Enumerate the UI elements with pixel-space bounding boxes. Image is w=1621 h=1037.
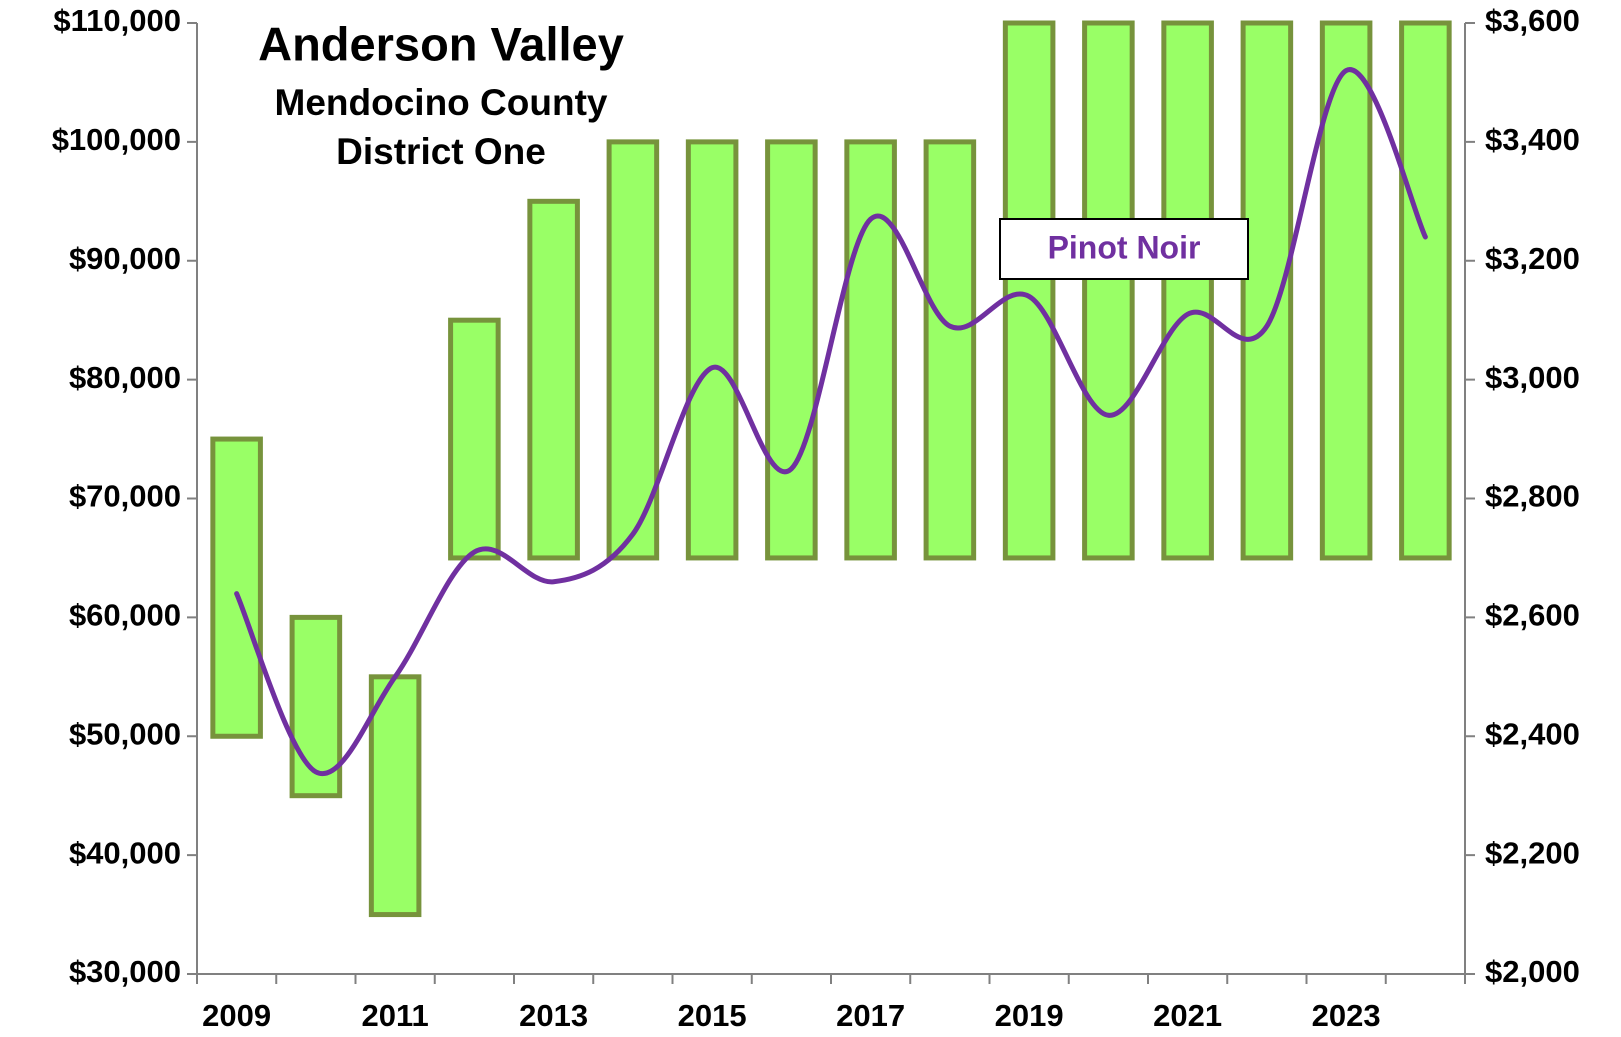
y2-tick-label: $2,600 xyxy=(1485,598,1580,633)
bar xyxy=(1319,20,1373,561)
y2-tick-label: $2,800 xyxy=(1485,479,1580,514)
chart-subtitle: Mendocino County xyxy=(275,82,608,123)
x-tick-label: 2017 xyxy=(836,998,905,1033)
bar xyxy=(844,139,897,561)
y2-tick-label: $3,400 xyxy=(1485,122,1580,157)
y2-tick-label: $3,000 xyxy=(1485,360,1580,395)
bar xyxy=(1161,20,1214,561)
x-tick-label: 2009 xyxy=(202,998,271,1033)
x-tick-label: 2015 xyxy=(678,998,747,1033)
bar xyxy=(210,436,263,739)
y-tick-label: $30,000 xyxy=(69,954,181,989)
series-label-text: Pinot Noir xyxy=(1048,229,1201,265)
y-tick-label: $80,000 xyxy=(69,360,181,395)
y-tick-label: $60,000 xyxy=(69,598,181,633)
y-tick-label: $40,000 xyxy=(69,835,181,870)
bar xyxy=(1002,20,1056,561)
y2-tick-label: $2,200 xyxy=(1485,835,1580,870)
y-tick-label: $110,000 xyxy=(53,3,181,38)
y-tick-label: $50,000 xyxy=(69,716,181,751)
x-tick-label: 2011 xyxy=(361,998,428,1033)
x-tick-label: 2019 xyxy=(995,998,1064,1033)
x-tick-label: 2023 xyxy=(1312,998,1381,1033)
bar xyxy=(289,614,343,799)
chart-title: Anderson Valley xyxy=(258,17,624,70)
bar xyxy=(923,139,977,561)
bar xyxy=(765,139,818,561)
series-label-box xyxy=(999,218,1249,280)
y2-tick-label: $3,200 xyxy=(1485,241,1580,276)
y-tick-label: $90,000 xyxy=(69,241,181,276)
x-tick-label: 2021 xyxy=(1153,998,1222,1033)
series-label: Pinot Noir xyxy=(999,218,1249,280)
bar xyxy=(368,674,422,918)
chart-subtitle: District One xyxy=(336,131,546,172)
y2-tick-label: $2,400 xyxy=(1485,716,1580,751)
y2-tick-label: $3,600 xyxy=(1485,3,1580,38)
bar xyxy=(1082,20,1135,561)
bar xyxy=(606,139,660,561)
line xyxy=(234,67,1428,777)
bar xyxy=(1399,20,1452,561)
bar xyxy=(685,139,739,561)
y-tick-label: $70,000 xyxy=(69,479,181,514)
y-tick-label: $100,000 xyxy=(52,122,181,157)
bar xyxy=(527,198,580,561)
y2-tick-label: $2,000 xyxy=(1485,954,1580,989)
bar xyxy=(448,317,501,561)
x-tick-label: 2013 xyxy=(519,998,588,1033)
